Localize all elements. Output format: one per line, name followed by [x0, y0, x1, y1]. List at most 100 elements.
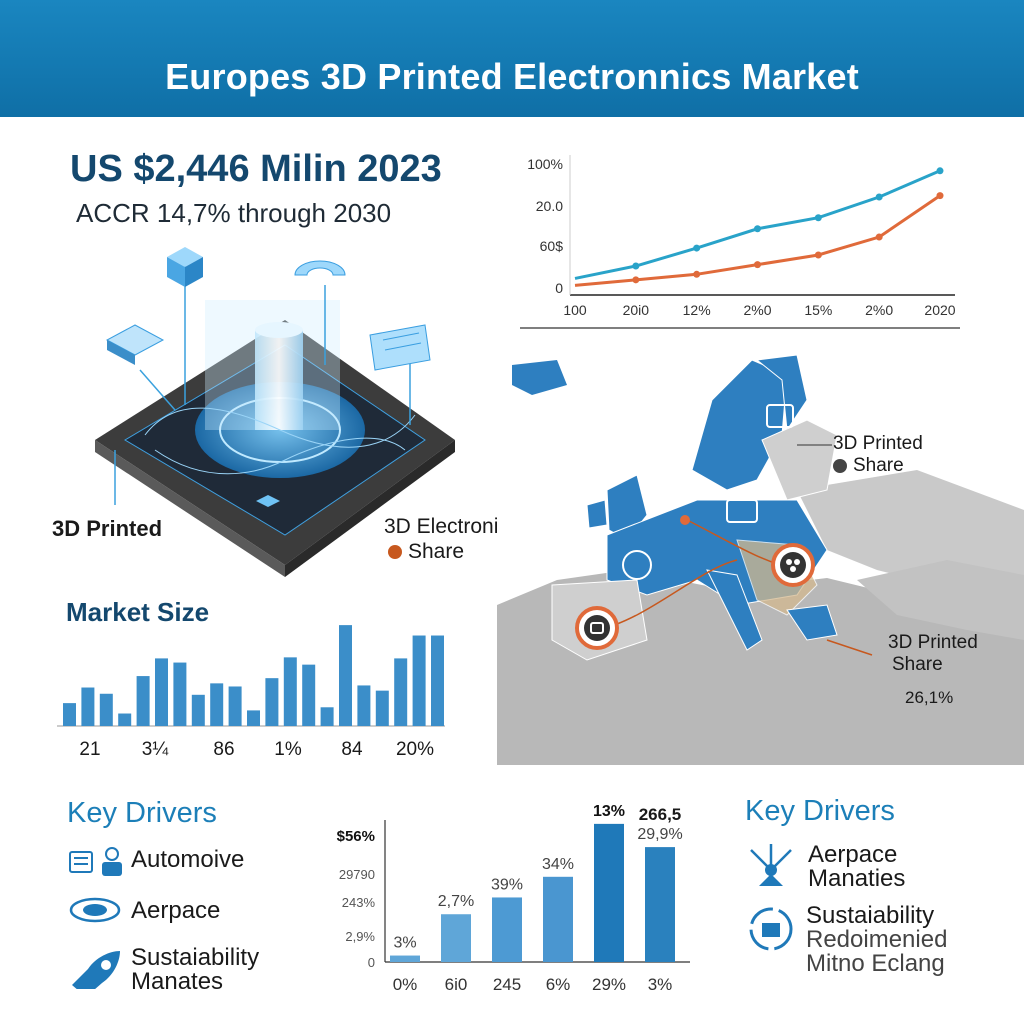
market-size-bar: [247, 710, 260, 726]
bar-data-label: 2,7%: [438, 893, 474, 910]
floating-cube-icon: [167, 247, 203, 287]
bar-data-label: 29,9%: [637, 826, 682, 843]
ireland: [586, 499, 608, 529]
series-point: [936, 192, 944, 200]
x-tick-label: 100: [563, 302, 587, 318]
x-tick-label: 6i0: [445, 975, 468, 994]
bar-data-label: 34%: [542, 856, 574, 873]
market-size-title: Market Size: [66, 597, 210, 627]
x-tick-label: 12%: [683, 302, 711, 318]
share-dot-icon: [388, 545, 402, 560]
series-point: [632, 276, 640, 284]
y-tick-label: 243%: [342, 895, 376, 910]
x-tick-label: 86: [213, 739, 234, 760]
chip-base-side-right: [285, 440, 455, 577]
italy: [706, 569, 763, 651]
x-tick-label: 29%: [592, 975, 626, 994]
x-tick-label: 20i0: [623, 302, 650, 318]
market-size-bar: [375, 690, 389, 726]
market-size-bar: [118, 713, 132, 726]
bottom-bar: [492, 897, 522, 962]
map-marker-spain-icon: [575, 606, 619, 650]
chip-base-side-left: [95, 440, 285, 577]
series-point: [693, 244, 701, 252]
x-tick-label: 84: [341, 739, 363, 760]
x-tick-label: 245: [493, 975, 521, 994]
chip-cylinder: [255, 330, 303, 430]
market-size-bar: [63, 703, 76, 726]
chip-label-right-2-row: Share: [388, 540, 464, 564]
bottom-bar: [390, 955, 420, 962]
key-drivers-left-title: Key Drivers: [67, 797, 217, 829]
market-size-bar: [228, 686, 242, 726]
small-cube-icon: [256, 495, 280, 507]
market-size-bar: [81, 687, 95, 726]
chip-illustration: [95, 247, 455, 577]
y-tick-label: 29790: [339, 867, 375, 882]
growth-line-chart: 100% 20.0 60$ 0 100 20i0 12% 2%0 15% 2%0 2020: [520, 155, 960, 329]
iceland: [512, 360, 567, 395]
market-size-bar: [339, 625, 352, 726]
map-label-bottom-2: Share: [892, 654, 943, 675]
network-icon: [750, 844, 792, 886]
key-driver-right-2a: Sustaiability: [806, 902, 935, 929]
header-banner: Europes 3D Printed Electronnics Market: [0, 0, 1024, 117]
chip-label-right-1: 3D Electronics: [384, 515, 520, 538]
x-tick-label: 1%: [274, 739, 302, 760]
x-tick-label: 3¼: [142, 739, 170, 760]
x-tick-label: 15%: [804, 302, 832, 318]
cagr-subline: ACCR 14,7% through 2030: [76, 198, 392, 228]
floating-chip-icon: [105, 324, 165, 365]
x-tick-label: 3%: [648, 975, 673, 994]
series-point: [754, 261, 761, 269]
bar-data-label: 39%: [491, 876, 523, 893]
market-size-bar: [210, 683, 224, 726]
key-driver-left-1: Automoive: [131, 846, 245, 873]
map-marker-balkans-icon: [771, 543, 815, 587]
key-driver-left-2: Aerpace: [131, 897, 221, 924]
map-marker-scandinavia-icon: [766, 404, 794, 428]
chip-label-left: 3D Printed: [52, 516, 163, 541]
key-drivers-right-title: Key Drivers: [745, 795, 895, 827]
callout-line: [826, 639, 873, 656]
page-title: Europes 3D Printed Electronnics Market: [165, 56, 859, 97]
market-size-bar: [283, 657, 297, 726]
series-point: [875, 193, 883, 201]
bar-data-label: 3%: [393, 935, 416, 952]
bottom-bar: [594, 823, 624, 962]
arrow-circle-icon: [833, 458, 847, 473]
map-label-top-row2: Share: [833, 455, 904, 477]
market-size-bar: [173, 662, 187, 726]
market-size-bar: [412, 635, 426, 726]
y-tick-label: 60$: [540, 238, 564, 254]
bar-data-label: 13%: [593, 803, 625, 820]
market-size-bar: [191, 694, 205, 726]
series-point: [693, 270, 701, 278]
rocket-icon: [72, 951, 120, 989]
x-tick-label: 20%: [396, 739, 434, 760]
series-point: [814, 214, 822, 222]
circuit-trace: [154, 437, 406, 475]
key-driver-left-3b: Manates: [131, 968, 224, 995]
map-label-top-row1: 3D Printed: [833, 433, 923, 455]
europe-map: [497, 340, 1024, 765]
y-tick-label: $56%: [337, 828, 375, 845]
map-marker-france-icon: [622, 550, 652, 580]
key-driver-right-1b: Manaties: [808, 865, 906, 892]
x-tick-label: 2%0: [865, 302, 893, 318]
market-size-bar: [99, 693, 113, 726]
y-tick-label: 0: [368, 955, 375, 970]
market-size-bar: [155, 658, 168, 726]
recycle-icon: [749, 907, 793, 951]
aircraft-icon: [69, 897, 121, 923]
baltic-states: [761, 419, 838, 501]
key-driver-right-2c: Mitno Eclang: [806, 950, 945, 977]
market-value-headline: US $2,446 Milin 2023: [70, 148, 442, 190]
chip-label-right-2: Share: [408, 540, 465, 563]
finland: [755, 354, 808, 432]
key-driver-left-3a: Sustaiability: [131, 944, 260, 971]
x-tick-label: 2020: [924, 302, 955, 318]
bottom-bar: [441, 914, 471, 962]
series-point: [814, 251, 822, 259]
market-size-bar: [265, 678, 279, 726]
